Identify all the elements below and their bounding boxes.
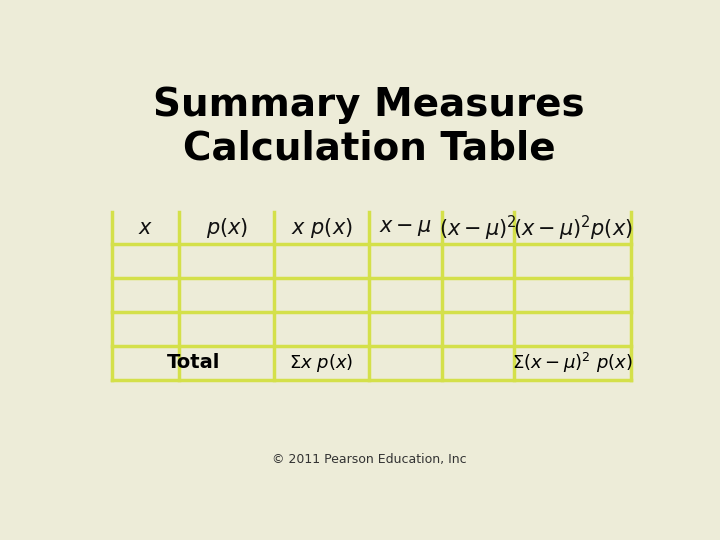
Text: $\Sigma(x-\mu)^2\ p(x)$: $\Sigma(x-\mu)^2\ p(x)$: [513, 351, 633, 375]
Text: © 2011 Pearson Education, Inc: © 2011 Pearson Education, Inc: [271, 453, 467, 467]
Text: Total: Total: [166, 353, 220, 373]
Text: $(x-\mu)^2p(x)$: $(x-\mu)^2p(x)$: [513, 213, 633, 242]
Text: $x\ p(x)$: $x\ p(x)$: [291, 216, 353, 240]
Text: $x-\mu$: $x-\mu$: [379, 218, 432, 238]
Text: $\Sigma x\ p(x)$: $\Sigma x\ p(x)$: [289, 352, 354, 374]
Text: $p(x)$: $p(x)$: [206, 216, 248, 240]
Text: $(x-\mu)^2$: $(x-\mu)^2$: [439, 213, 517, 242]
Text: Summary Measures
Calculation Table: Summary Measures Calculation Table: [153, 85, 585, 167]
Text: $x$: $x$: [138, 218, 153, 238]
